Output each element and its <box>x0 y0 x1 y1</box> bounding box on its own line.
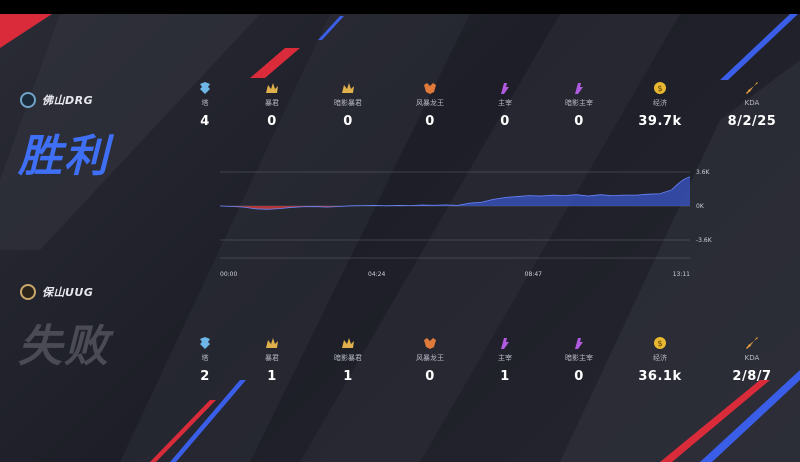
stat-overlord: 主宰 0 <box>465 81 545 129</box>
overlord-icon <box>501 338 509 349</box>
kda-sword-icon <box>746 82 758 94</box>
stat-gold: $ 经济 39.7k <box>620 81 700 129</box>
x-tick-label: 04:24 <box>368 271 385 278</box>
tower-icon <box>200 82 210 94</box>
gold-difference-chart: 3.6K 0K -3.6K 00:00 04:24 08:47 13:11 <box>219 169 713 278</box>
team-1-result: 胜利 <box>18 131 110 182</box>
stat-label: 塔 <box>201 354 209 362</box>
tyrant-icon <box>266 83 278 93</box>
stat-value: 1 <box>343 369 353 384</box>
team-2-result: 失败 <box>18 321 110 372</box>
team-2-name: 保山UUG <box>42 286 94 299</box>
stat-label: 暗影主宰 <box>565 354 593 362</box>
stat-overlord: 主宰 1 <box>465 336 545 384</box>
storm-dragon-icon <box>424 338 436 349</box>
y-tick-label: 0K <box>696 203 705 210</box>
stat-value: 1 <box>267 369 277 384</box>
team-1-name: 佛山DRG <box>42 94 94 107</box>
stat-value: 2/8/7 <box>732 369 772 384</box>
storm-dragon-icon <box>424 83 436 94</box>
stat-label: 暴君 <box>265 354 279 362</box>
stat-label: 暗影暴君 <box>334 99 362 107</box>
stat-value: 39.7k <box>638 114 682 129</box>
x-tick-label: 08:47 <box>525 271 542 278</box>
stat-shadow-tyrant: 暗影暴君 0 <box>308 81 388 129</box>
stat-value: 1 <box>500 369 510 384</box>
stat-gold: $ 经济 36.1k <box>620 336 700 384</box>
team-logo-icon <box>20 92 36 108</box>
stat-value: 0 <box>500 114 510 129</box>
stat-label: KDA <box>744 354 760 362</box>
stat-value: 2 <box>200 369 210 384</box>
gold-icon: $ <box>654 82 666 94</box>
x-tick-label: 00:00 <box>220 271 237 278</box>
stat-value: 4 <box>200 114 210 129</box>
shadow-overlord-icon <box>575 83 583 94</box>
y-tick-label: -3.6K <box>696 237 713 244</box>
stat-kda-sword: KDA 2/8/7 <box>712 336 792 384</box>
stat-value: 8/2/25 <box>727 114 777 129</box>
shadow-tyrant-icon <box>342 83 354 93</box>
shadow-tyrant-icon <box>342 338 354 348</box>
overlord-icon <box>501 83 509 94</box>
stat-shadow-overlord: 暗影主宰 0 <box>539 336 619 384</box>
stat-value: 0 <box>425 114 435 129</box>
stat-label: 暗影暴君 <box>334 354 362 362</box>
stat-label: 风暴龙王 <box>416 354 444 362</box>
stat-label: 经济 <box>653 99 667 107</box>
series-line <box>219 176 691 210</box>
team-2-header: 保山UUG <box>20 284 93 300</box>
stat-label: KDA <box>744 99 760 107</box>
svg-text:$: $ <box>657 84 662 93</box>
series-area-positive <box>220 176 690 206</box>
stat-label: 风暴龙王 <box>416 99 444 107</box>
stat-label: 主宰 <box>498 99 512 107</box>
x-tick-label: 13:11 <box>673 271 690 278</box>
stat-shadow-overlord: 暗影主宰 0 <box>539 81 619 129</box>
stat-tyrant: 暴君 1 <box>232 336 312 384</box>
stat-tyrant: 暴君 0 <box>232 81 312 129</box>
stat-label: 暴君 <box>265 99 279 107</box>
team-logo-icon <box>20 284 36 300</box>
stat-label: 暗影主宰 <box>565 99 593 107</box>
stat-storm-dragon: 风暴龙王 0 <box>390 81 470 129</box>
stat-kda-sword: KDA 8/2/25 <box>712 81 792 129</box>
stat-value: 0 <box>574 369 584 384</box>
y-tick-label: 3.6K <box>696 169 711 176</box>
stat-value: 0 <box>425 369 435 384</box>
team-1-header: 佛山DRG <box>20 92 93 108</box>
gold-icon: $ <box>654 337 666 349</box>
stat-value: 36.1k <box>638 369 682 384</box>
stat-label: 塔 <box>201 99 209 107</box>
svg-text:$: $ <box>657 339 662 348</box>
tyrant-icon <box>266 338 278 348</box>
stat-value: 0 <box>574 114 584 129</box>
stat-shadow-tyrant: 暗影暴君 1 <box>308 336 388 384</box>
stat-value: 0 <box>343 114 353 129</box>
top-letterbox-bar <box>0 0 800 14</box>
stat-label: 经济 <box>653 354 667 362</box>
stat-value: 0 <box>267 114 277 129</box>
stat-storm-dragon: 风暴龙王 0 <box>390 336 470 384</box>
shadow-overlord-icon <box>575 338 583 349</box>
kda-sword-icon <box>746 337 758 349</box>
tower-icon <box>200 337 210 349</box>
stat-label: 主宰 <box>498 354 512 362</box>
